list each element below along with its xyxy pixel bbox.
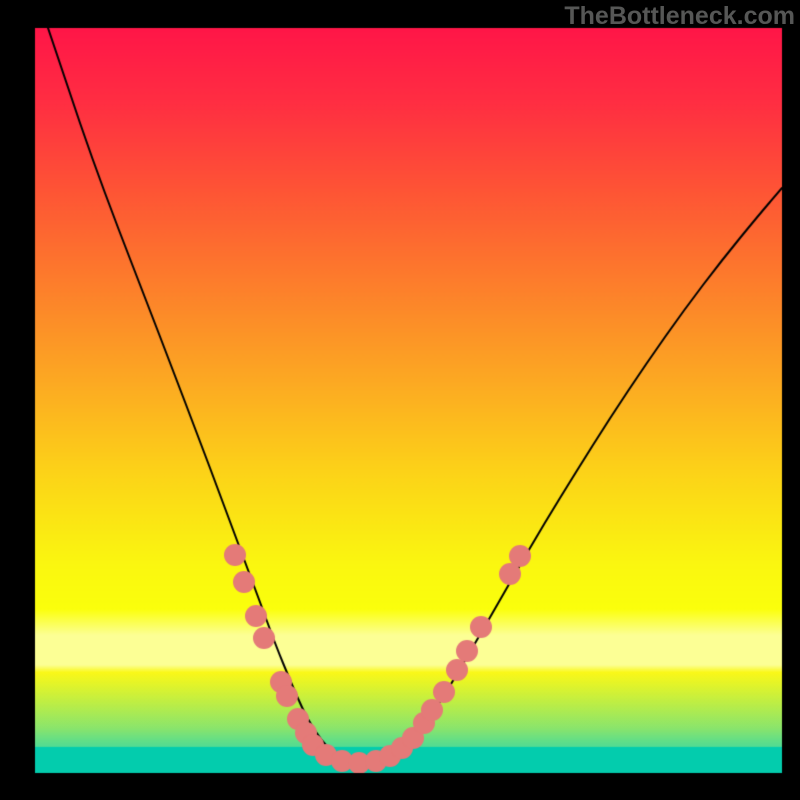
watermark-text: TheBottleneck.com — [555, 2, 795, 31]
bottleneck-chart — [0, 0, 800, 800]
